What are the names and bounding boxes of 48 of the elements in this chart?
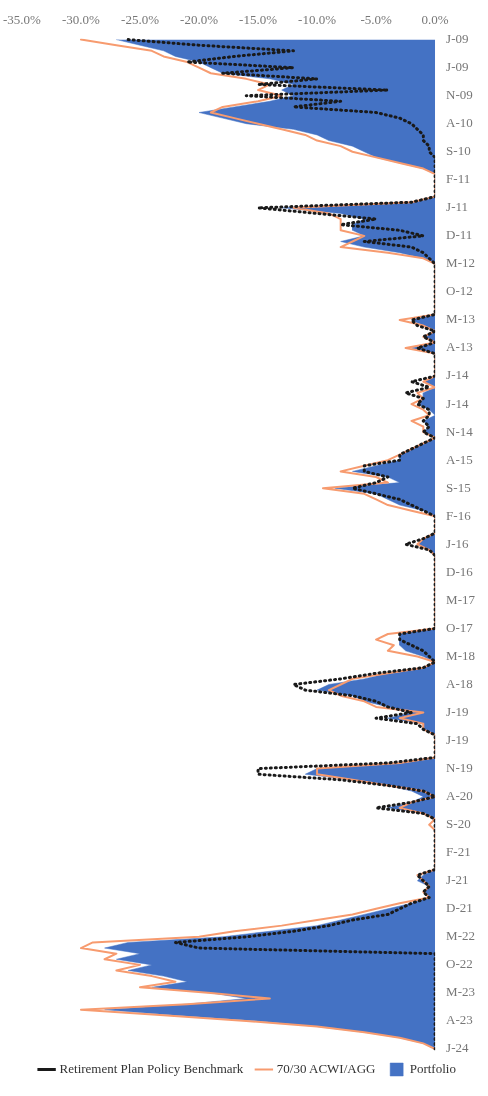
y-tick-label: J-19 [446,731,469,747]
y-tick-label: M-13 [446,311,475,327]
y-tick-label: J-21 [446,872,469,888]
y-tick-label: N-14 [446,423,474,439]
y-tick-label: D-16 [446,563,474,579]
x-tick-label: 0.0% [421,12,449,28]
y-tick-label: M-17 [446,591,476,607]
y-tick-label: M-18 [446,647,475,663]
y-tick-label: A-10 [446,115,473,131]
y-tick-label: F-21 [446,844,471,860]
legend-label: Portfolio [409,1060,456,1076]
y-tick-label: O-22 [446,956,473,972]
y-tick-label: S-15 [446,479,471,495]
y-tick-label: A-13 [446,339,473,355]
y-tick-label: O-17 [446,619,474,635]
y-tick-label: J-14 [446,395,469,411]
y-tick-label: F-11 [446,171,471,187]
y-tick-label: N-19 [446,760,473,776]
y-tick-label: A-15 [446,451,473,467]
y-tick-label: J-19 [446,703,469,719]
y-tick-label: A-20 [446,788,473,804]
x-tick-label: -15.0% [239,12,278,28]
y-tick-label: O-12 [446,283,473,299]
y-tick-label: S-10 [446,143,471,159]
y-tick-label: D-21 [446,900,473,916]
y-tick-label: J-11 [446,199,469,215]
y-tick-label: F-16 [446,507,472,523]
x-tick-label: -5.0% [360,12,392,28]
x-tick-label: -20.0% [180,12,219,28]
y-tick-label: J-14 [446,367,469,383]
x-tick-label: -35.0% [2,12,42,28]
y-tick-label: M-23 [446,984,475,1000]
y-tick-label: J-09 [446,31,469,47]
x-tick-label: -30.0% [62,12,101,28]
y-tick-label: M-12 [446,255,475,271]
y-tick-label: S-20 [446,816,471,832]
legend-label: 70/30 ACWI/AGG [276,1060,376,1076]
y-tick-label: J-24 [446,1040,469,1056]
y-tick-label: D-11 [446,227,473,243]
legend-label: Retirement Plan Policy Benchmark [59,1060,244,1076]
y-tick-label: A-23 [446,1012,473,1028]
x-tick-label: -25.0% [121,12,160,28]
y-tick-label: J-09 [446,59,469,75]
y-tick-label: J-16 [446,535,469,551]
y-tick-label: M-22 [446,928,475,944]
x-tick-label: -10.0% [298,12,337,28]
y-tick-label: N-09 [446,87,473,103]
y-tick-label: A-18 [446,675,473,691]
